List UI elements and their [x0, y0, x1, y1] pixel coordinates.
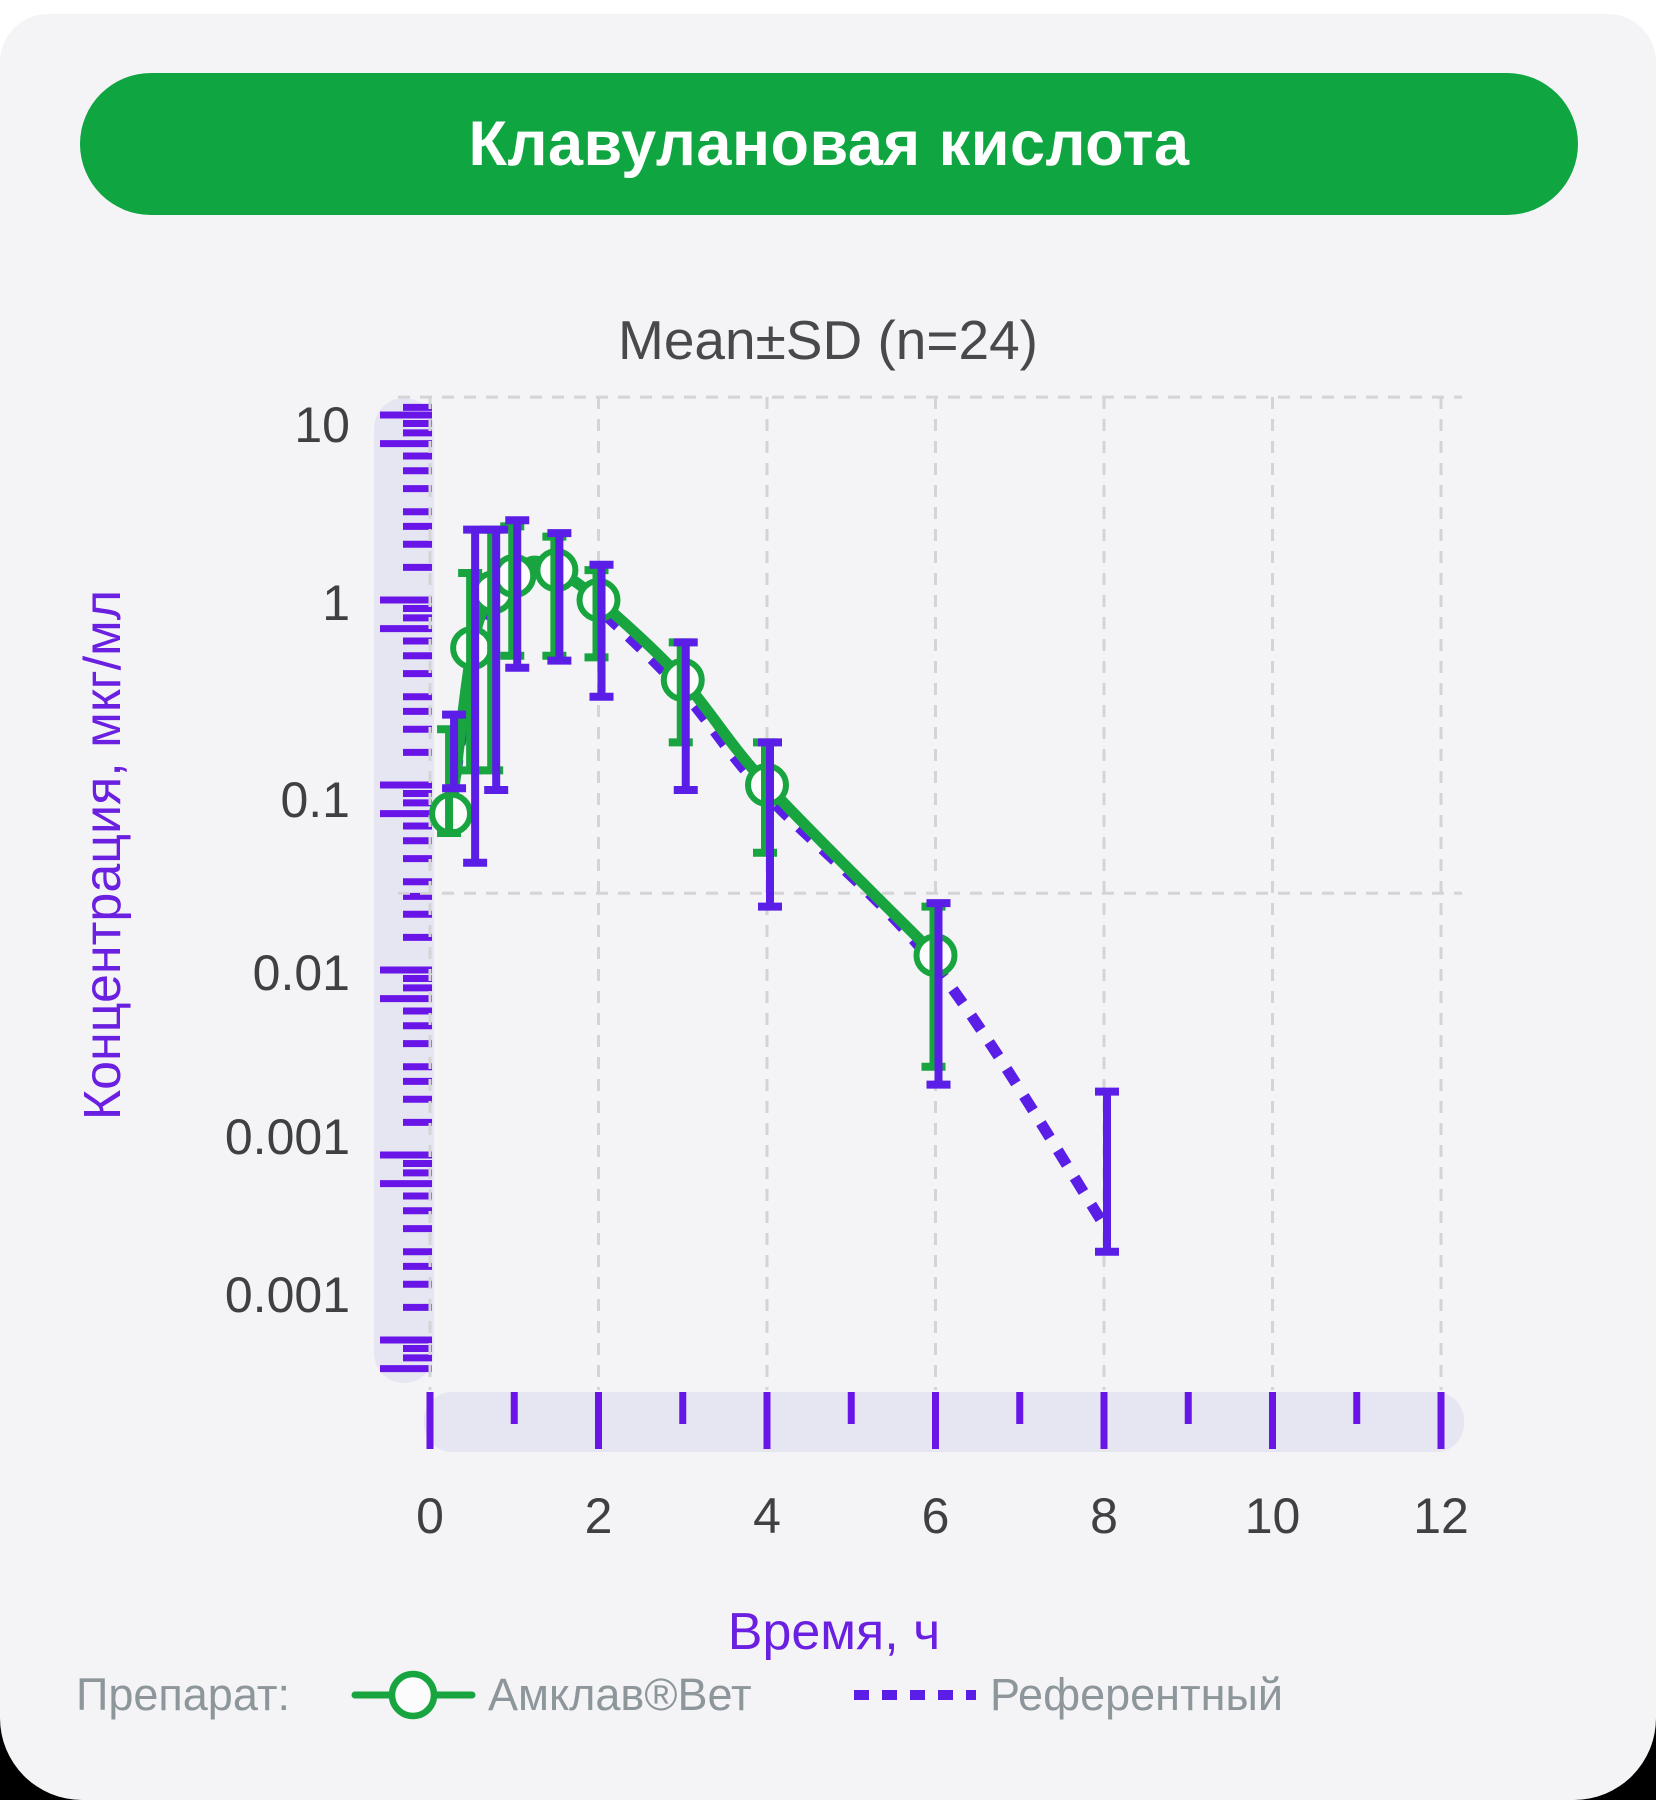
x-tick-label: 10 — [1244, 1488, 1301, 1544]
legend-prefix: Препарат: — [76, 1669, 290, 1720]
y-tick-label: 0.1 — [280, 772, 350, 828]
legend-item-reference-label: Референтный — [990, 1669, 1283, 1720]
reference-error-bar — [1095, 1087, 1119, 1256]
y-tick-label: 0.001 — [224, 1109, 350, 1165]
x-tick-label: 8 — [1090, 1488, 1118, 1544]
x-tick-label: 4 — [753, 1488, 781, 1544]
y-tick-label: 1 — [322, 575, 350, 631]
x-tick-label: 0 — [416, 1488, 444, 1544]
x-tick-label: 2 — [584, 1488, 613, 1544]
chart-card-background — [0, 14, 1656, 1800]
reference-error-bar — [484, 525, 509, 794]
x-tick-label: 12 — [1413, 1488, 1469, 1544]
x-tick-label: 6 — [921, 1488, 950, 1544]
chart-subtitle: Mean±SD (n=24) — [618, 309, 1038, 371]
reference-error-bar — [463, 525, 488, 867]
reference-error-bar — [758, 738, 782, 911]
legend-item-amklav-label: Амклав®Вет — [488, 1669, 752, 1720]
y-tick-label: 0.01 — [252, 945, 350, 1001]
reference-error-bar — [505, 516, 530, 672]
reference-error-bar — [589, 560, 614, 701]
reference-error-bar — [926, 899, 951, 1089]
reference-error-bar — [442, 710, 467, 793]
banner-title: Клавулановая кислота — [468, 109, 1190, 179]
legend-amklav-circle-marker — [388, 1670, 438, 1720]
y-tick-label: 10 — [294, 397, 350, 453]
reference-error-bar — [673, 638, 698, 794]
reference-error-bar — [547, 529, 572, 665]
y-tick-label: 0.001 — [224, 1267, 350, 1323]
banner: Клавулановая кислота — [80, 73, 1578, 215]
x-axis-title: Время, ч — [727, 1603, 941, 1661]
